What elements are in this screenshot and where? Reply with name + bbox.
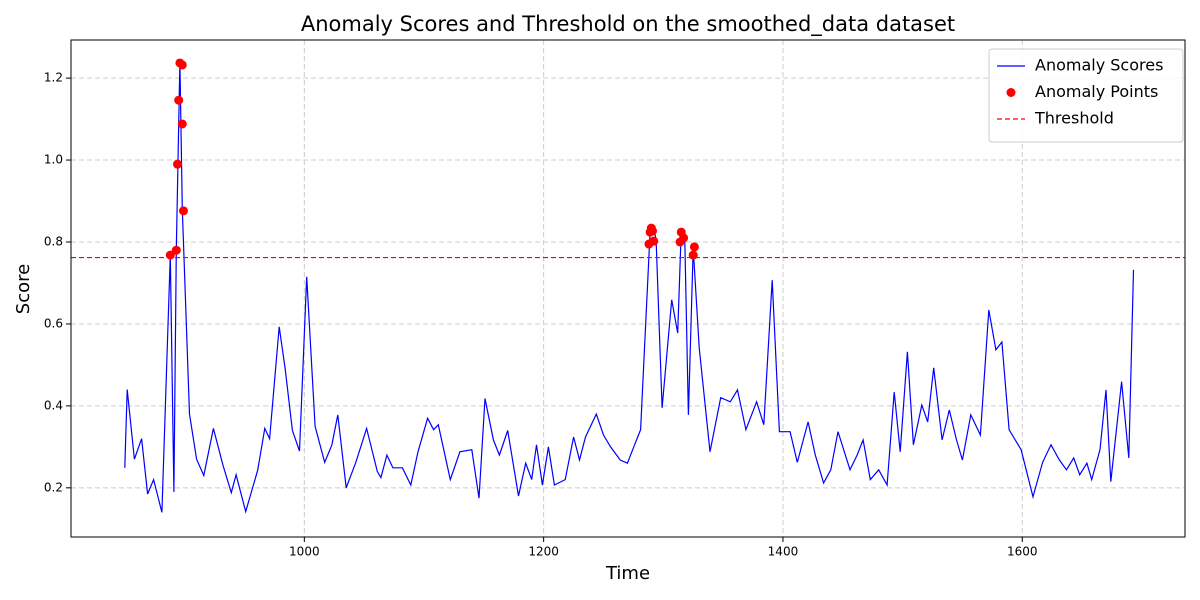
legend-box — [988, 48, 1184, 143]
anomaly-point — [679, 233, 689, 243]
y-tick-label: 0.8 — [44, 234, 63, 248]
y-tick-label: 0.6 — [44, 316, 63, 330]
y-tick-label: 0.2 — [44, 480, 63, 494]
anomaly-point — [171, 245, 181, 255]
chart-title: Anomaly Scores and Threshold on the smoo… — [301, 12, 955, 37]
x-tick-label: 1200 — [528, 545, 559, 559]
anomaly-point — [648, 226, 658, 236]
x-tick-label: 1400 — [768, 545, 799, 559]
anomaly-point — [649, 236, 659, 246]
x-axis-label: Time — [605, 563, 650, 584]
anomaly-point — [172, 159, 182, 169]
anomaly-point — [177, 60, 187, 70]
y-tick-label: 0.4 — [44, 398, 63, 412]
legend-label: Anomaly Scores — [1035, 56, 1163, 75]
anomaly-point — [174, 95, 184, 105]
line-series — [124, 61, 1135, 514]
legend-swatch — [1006, 88, 1016, 97]
x-tick-label: 1600 — [1007, 545, 1038, 559]
anomaly-point — [177, 119, 187, 129]
anomaly-point — [688, 250, 698, 260]
plot-frame — [70, 39, 1186, 538]
legend-label: Threshold — [1034, 109, 1114, 128]
x-tick-label: 1000 — [289, 545, 320, 559]
anomaly-point — [165, 250, 175, 260]
y-tick-label: 1.0 — [44, 153, 63, 167]
anomaly-point — [689, 242, 699, 252]
legend-label: Anomaly Points — [1035, 82, 1158, 101]
y-axis-label: Score — [13, 264, 34, 314]
anomaly-point — [178, 206, 188, 216]
y-tick-label: 1.2 — [44, 71, 63, 85]
